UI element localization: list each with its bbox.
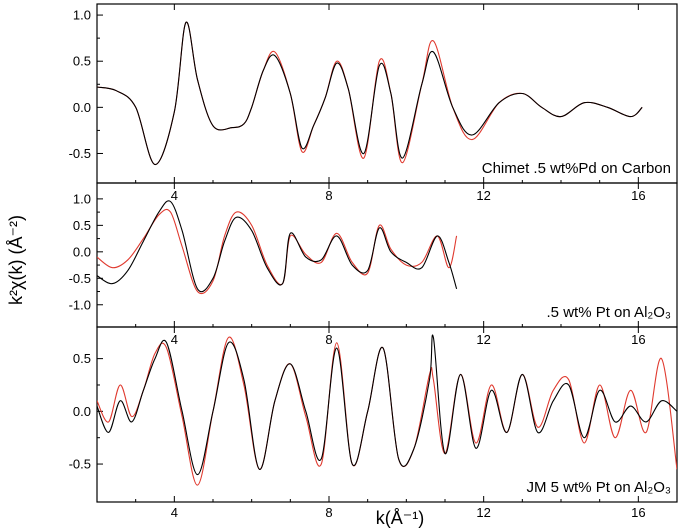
panel-label: JM 5 wt% Pt on Al₂O₃ bbox=[527, 479, 671, 496]
x-tick-label: 12 bbox=[476, 332, 490, 347]
panel-label: Chimet .5 wt%Pd on Carbon bbox=[482, 160, 671, 177]
panel-label: .5 wt% Pt on Al₂O₃ bbox=[547, 304, 671, 321]
x-tick-label: 8 bbox=[325, 505, 332, 520]
x-tick-label: 4 bbox=[171, 332, 178, 347]
y-tick-label: -0.5 bbox=[69, 271, 91, 286]
y-tick-label: 1.0 bbox=[73, 8, 91, 23]
y-tick-label: -1.0 bbox=[69, 297, 91, 312]
x-tick-label: 4 bbox=[171, 188, 178, 203]
y-tick-label: 1.0 bbox=[73, 191, 91, 206]
panel-1: 1.0 0.5 0.0 -0.5 Chimet .5 wt%Pd on Carbon bbox=[69, 3, 678, 184]
x-tick-label: 12 bbox=[476, 505, 490, 520]
y-tick-label: 0.0 bbox=[73, 244, 91, 259]
x-tick-label: 16 bbox=[631, 188, 645, 203]
series-black-line bbox=[97, 200, 458, 293]
x-tick-label: 8 bbox=[325, 332, 332, 347]
panel-frame bbox=[96, 326, 678, 503]
y-tick-label: 0.5 bbox=[73, 218, 91, 233]
series-red-line bbox=[97, 208, 458, 295]
series-red-line bbox=[97, 21, 643, 166]
y-tick-label: -0.5 bbox=[69, 146, 91, 161]
panel-3: 0.5 0.0 -0.5 4 4 8 8 12 12 16 16 JM 5 wt% Pt on Al₂… bbox=[69, 326, 678, 520]
series-black-line bbox=[97, 334, 677, 476]
y-tick-label: -0.5 bbox=[69, 457, 91, 472]
y-tick-label: 0.0 bbox=[73, 100, 91, 115]
y-tick-label: 0.5 bbox=[73, 54, 91, 69]
series-red-line bbox=[97, 336, 677, 486]
x-tick-label: 16 bbox=[631, 505, 645, 520]
x-tick-label: 16 bbox=[631, 332, 645, 347]
x-tick-label: 12 bbox=[476, 188, 490, 203]
x-axis-title: k(Å⁻¹) bbox=[376, 508, 425, 528]
y-axis-title: k²χ(k) (Å⁻²) bbox=[6, 215, 26, 305]
series-black-line bbox=[97, 21, 643, 166]
panel-2: 1.0 0.5 0.0 -0.5 -1.0 4 8 12 16 .5 wt% Pt on Al₂O… bbox=[69, 182, 678, 328]
x-tick-label: 8 bbox=[325, 188, 332, 203]
y-tick-label: 0.5 bbox=[73, 351, 91, 366]
x-tick-label: 4 bbox=[171, 505, 178, 520]
y-tick-label: 0.0 bbox=[73, 404, 91, 419]
